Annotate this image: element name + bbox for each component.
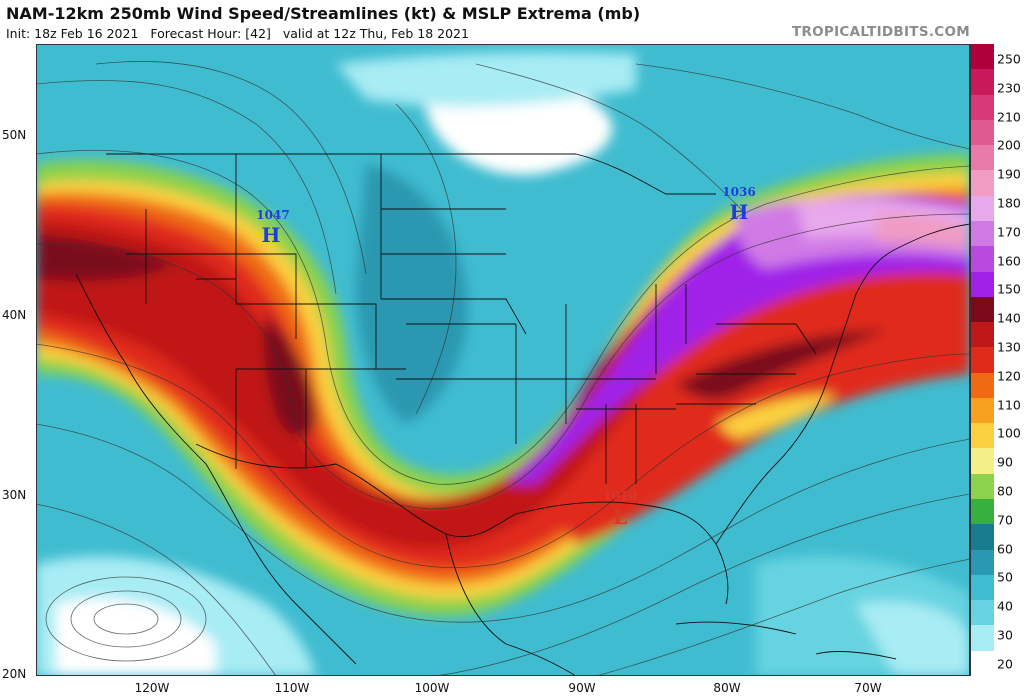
colorbar-label: 130 bbox=[997, 339, 1021, 355]
colorbar-segment bbox=[971, 69, 994, 96]
colorbar-segment bbox=[971, 145, 994, 171]
colorbar-label: 250 bbox=[997, 51, 1021, 67]
colorbar-segment bbox=[971, 296, 994, 323]
lat-label-30n: 30N bbox=[2, 488, 27, 502]
wind-speed-shading bbox=[36, 52, 970, 676]
lon-label-90w: 90W bbox=[568, 681, 596, 695]
forecast-hour: Forecast Hour: [42] bbox=[150, 26, 271, 41]
map-title: NAM-12km 250mb Wind Speed/Streamlines (k… bbox=[6, 4, 641, 23]
colorbar-label: 190 bbox=[997, 166, 1021, 182]
pressure-centers: 1047 H 1036 H 1010 L bbox=[256, 185, 755, 529]
colorbar-segment bbox=[971, 423, 994, 449]
colorbar-label: 230 bbox=[997, 80, 1021, 96]
colorbar-label: 80 bbox=[997, 483, 1013, 499]
lat-label-20n: 20N bbox=[2, 667, 27, 681]
colorbar-segment bbox=[971, 195, 994, 222]
colorbar-label: 200 bbox=[997, 137, 1021, 153]
colorbar-label: 60 bbox=[997, 541, 1013, 557]
high-center-1047-symbol: H bbox=[262, 223, 281, 247]
colorbar-label: 150 bbox=[997, 281, 1021, 297]
high-center-1036-value: 1036 bbox=[722, 185, 755, 199]
colorbar-label: 170 bbox=[997, 224, 1021, 240]
brand-watermark: TROPICALTIDBITS.COM bbox=[791, 24, 970, 40]
colorbar-label: 30 bbox=[997, 627, 1013, 643]
colorbar-label: 20 bbox=[997, 656, 1013, 672]
init-time: Init: 18z Feb 16 2021 bbox=[6, 26, 139, 41]
colorbar-label: 100 bbox=[997, 425, 1021, 441]
lat-label-40n: 40N bbox=[2, 308, 27, 322]
colorbar-label: 110 bbox=[997, 397, 1021, 413]
streamlines bbox=[36, 61, 970, 676]
colorbar-segment bbox=[971, 271, 994, 298]
colorbar-label: 90 bbox=[997, 454, 1013, 470]
colorbar-segment bbox=[971, 549, 994, 576]
colorbar-label: 160 bbox=[997, 253, 1021, 269]
low-center-1010-value: 1010 bbox=[603, 489, 636, 503]
colorbar-label: 50 bbox=[997, 569, 1013, 585]
colorbar-segment bbox=[971, 119, 994, 146]
lon-label-100w: 100W bbox=[414, 681, 450, 695]
lon-label-110w: 110W bbox=[274, 681, 310, 695]
lon-label-80w: 80W bbox=[713, 681, 741, 695]
colorbar-label: 210 bbox=[997, 109, 1021, 125]
colorbar-segment bbox=[971, 94, 994, 121]
colorbar-segment bbox=[971, 600, 994, 626]
colorbar-segment bbox=[971, 499, 994, 525]
colorbar-segment bbox=[971, 372, 994, 399]
colorbar-segment bbox=[971, 322, 994, 348]
colorbar-segment bbox=[971, 347, 994, 374]
colorbar-segment bbox=[971, 650, 994, 677]
high-center-1036-symbol: H bbox=[730, 200, 749, 224]
low-center-1010-symbol: L bbox=[613, 505, 627, 529]
lon-label-120w: 120W bbox=[134, 681, 170, 695]
colorbar-label: 180 bbox=[997, 195, 1021, 211]
lon-label-70w: 70W bbox=[854, 681, 882, 695]
colorbar-segment bbox=[971, 574, 994, 601]
colorbar-label: 70 bbox=[997, 512, 1013, 528]
map-frame bbox=[36, 44, 970, 676]
colorbar-label: 120 bbox=[997, 368, 1021, 384]
high-center-1047-value: 1047 bbox=[256, 208, 289, 222]
colorbar-segment bbox=[971, 397, 994, 424]
colorbar-segment bbox=[971, 246, 994, 272]
colorbar-label: 40 bbox=[997, 598, 1013, 614]
colorbar-segment bbox=[971, 220, 994, 247]
wind-speed-colorbar bbox=[970, 44, 994, 677]
valid-time: valid at 12z Thu, Feb 18 2021 bbox=[282, 26, 469, 41]
map-subtitle: Init: 18z Feb 16 2021 Forecast Hour: [42… bbox=[6, 26, 469, 41]
colorbar-label: 140 bbox=[997, 310, 1021, 326]
colorbar-segment bbox=[971, 170, 994, 197]
political-borders bbox=[75, 153, 970, 676]
colorbar-segment bbox=[971, 625, 994, 652]
colorbar-segment bbox=[971, 44, 994, 70]
wind-speed-map: 1047 H 1036 H 1010 L bbox=[36, 44, 970, 676]
colorbar-segment bbox=[971, 473, 994, 500]
colorbar-segment bbox=[971, 448, 994, 475]
lat-label-50n: 50N bbox=[2, 128, 27, 142]
colorbar-segment bbox=[971, 524, 994, 551]
